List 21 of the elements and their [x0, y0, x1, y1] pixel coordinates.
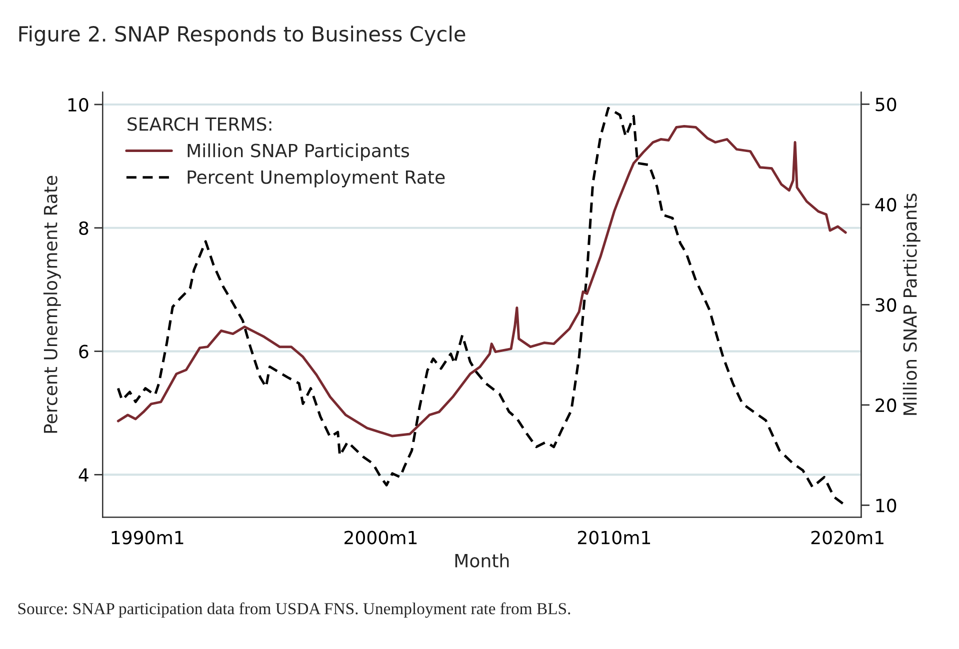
legend-label: Percent Unemployment Rate — [188, 170, 445, 188]
x-axis-title: Month — [455, 553, 509, 568]
y2-tick-label: 20 — [876, 398, 896, 412]
x-tick-label: 2000m1 — [344, 530, 417, 544]
legend-label: Million SNAP Participants — [188, 143, 410, 161]
y2-tick-label: 40 — [875, 198, 896, 212]
y-tick-label: 6 — [79, 344, 88, 358]
y2-axis-title: Million SNAP Participants — [902, 194, 920, 415]
legend-title: SEARCH TERMS: — [128, 117, 272, 131]
source-note: Source: SNAP participation data from USDA FNS. Unemployment rate from BLS. — [18, 602, 570, 618]
y2-tick-label: 10 — [876, 498, 896, 512]
y-axis-title: Percent Unemployment Rate — [43, 176, 61, 433]
x-tick-label: 2020m1 — [811, 530, 884, 544]
y-tick-label: 10 — [68, 98, 88, 112]
y-tick-label: 4 — [78, 468, 88, 482]
chart-title: Figure 2. SNAP Responds to Business Cycle — [19, 26, 466, 46]
x-tick-label: 2010m1 — [578, 530, 650, 544]
x-tick-label: 1990m1 — [112, 530, 184, 544]
y2-tick-label: 30 — [876, 298, 896, 312]
y-tick-label: 8 — [79, 221, 88, 236]
y2-tick-label: 50 — [876, 98, 896, 112]
